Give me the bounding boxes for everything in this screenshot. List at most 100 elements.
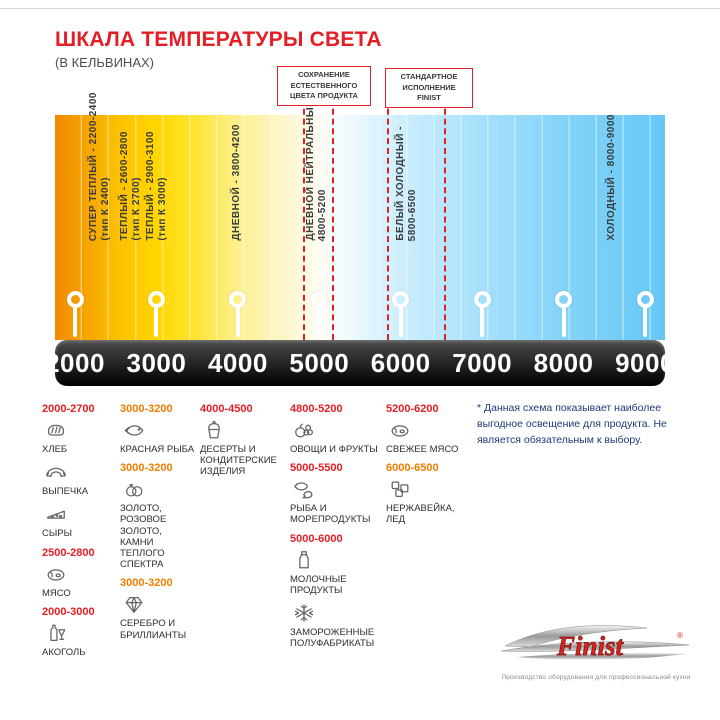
marker-stem: [154, 307, 159, 337]
scale-marker-5000: [310, 291, 328, 337]
dashed-guide-line-2: [332, 99, 334, 340]
category-item-label: ХЛЕБ: [42, 444, 68, 455]
category-item-label: МОЛОЧНЫЕ ПРОДУКТЫ: [290, 573, 347, 596]
marker-ring-icon: [555, 291, 573, 308]
callout-line: СОХРАНЕНИЕ: [298, 70, 350, 79]
range-label: 2000-3000: [42, 605, 95, 618]
frozen-icon: [290, 602, 390, 625]
scale-marker-8000: [555, 291, 573, 337]
category-item-label: НЕРЖАВЕЙКА, ЛЕД: [386, 503, 455, 526]
marker-ring-icon: [310, 291, 328, 308]
registered-mark: ®: [677, 631, 683, 640]
meat-icon: [386, 419, 472, 442]
zone-label-text: СУПЕР ТЕПЛЫЙ - 2200-2400: [88, 91, 99, 241]
page-title: ШКАЛА ТЕМПЕРАТУРЫ СВЕТА: [55, 28, 382, 51]
marker-ring-icon: [636, 291, 654, 308]
category-column-2: 3000-3200 КРАСНАЯ РЫБА 3000-3200 ЗОЛОТО, РО…: [120, 403, 198, 647]
fish-icon: [120, 419, 198, 442]
category-item: НЕРЖАВЕЙКА, ЛЕД: [386, 478, 472, 525]
category-item: ЗОЛОТО, РОЗОВОЕ ЗОЛОТО, КАМНИ ТЕПЛОГО СП…: [120, 478, 198, 570]
callout-line: ЕСТЕСТВЕННОГО: [290, 80, 358, 90]
rings-icon: [120, 478, 198, 501]
bread-icon: [42, 419, 118, 442]
marker-ring-icon: [392, 291, 410, 308]
kelvin-zone-label: СУПЕР ТЕПЛЫЙ - 2200-2400 (тип К 2400): [88, 92, 111, 241]
callout-line: ЦВЕТА ПРОДУКТА: [290, 91, 358, 100]
category-item: МОЛОЧНЫЕ ПРОДУКТЫ: [290, 549, 390, 596]
scale-marker-4000: [229, 291, 247, 337]
brand-name: Finist: [556, 631, 625, 661]
category-item-label: ОВОЩИ И ФРУКТЫ: [290, 444, 378, 455]
category-item: СЫРЫ: [42, 503, 118, 539]
page-subtitle: (В КЕЛЬВИНАХ): [55, 55, 154, 70]
category-item-label: ДЕСЕРТЫ И КОНДИТЕРСКИЕ ИЗДЕЛИЯ: [200, 444, 277, 478]
kelvin-zone-label: ДНЕВНОЙ НЕЙТРАЛЬНЫЙ -4800-5200: [305, 92, 328, 241]
category-item: РЫБА И МОРЕПРОДУКТЫ: [290, 478, 390, 525]
seafood-icon: [290, 478, 390, 501]
marker-ring-icon: [66, 291, 84, 308]
category-item-label: КРАСНАЯ РЫБА: [120, 444, 195, 455]
category-item-label: ЗОЛОТО, РОЗОВОЕ ЗОЛОТО, КАМНИ ТЕПЛОГО СП…: [120, 503, 167, 571]
axis-tick-8000: 8000: [533, 348, 594, 378]
zone-label-text: ДНЕВНОЙ НЕЙТРАЛЬНЫЙ -: [305, 92, 316, 241]
axis-tick-5000: 5000: [289, 348, 350, 378]
marker-stem: [235, 307, 240, 337]
category-item: ХЛЕБ: [42, 419, 118, 455]
axis-tick-3000: 3000: [126, 348, 187, 378]
category-item-label: СЫРЫ: [42, 528, 73, 540]
zone-label-subtext: (тип К 2700): [131, 177, 142, 241]
category-item-label: МЯСО: [42, 587, 71, 599]
range-label: 4800-5200: [290, 403, 343, 415]
axis-tick-7000: 7000: [452, 348, 513, 378]
zone-label-subtext: (тип К 2400): [100, 177, 111, 241]
range-label: 4000-4500: [200, 403, 253, 415]
top-divider: [0, 8, 720, 9]
temperature-gradient: СУПЕР ТЕПЛЫЙ - 2200-2400 (тип К 2400) ТЕПЛ…: [55, 92, 665, 340]
temperature-scale: СУПЕР ТЕПЛЫЙ - 2200-2400 (тип К 2400) ТЕПЛ…: [45, 92, 674, 386]
marker-ring-icon: [473, 291, 491, 308]
axis-tick-2000: 2000: [45, 348, 105, 378]
finist-wings-icon: Finist ®: [500, 625, 690, 661]
category-item-label: РЫБА И МОРЕПРОДУКТЫ: [290, 503, 371, 526]
kelvin-axis: 2000 3000 4000 5000 6000 7000 8000 9000: [45, 340, 674, 386]
category-item: АКОГОЛЬ: [42, 622, 118, 658]
zone-label-text: ТЕПЛЫЙ - 2600-2800: [119, 131, 130, 241]
zone-label-subtext: 4800-5200: [317, 188, 328, 241]
scale-marker-9000: [636, 291, 654, 337]
category-item: СЕРЕБРО И БРИЛЛИАНТЫ: [120, 593, 198, 641]
marker-stem: [73, 307, 77, 337]
cheese-icon: [42, 503, 118, 526]
range-label: 5000-6000: [290, 532, 343, 545]
brand-logo: Finist ® Производство оборудования для п…: [497, 620, 695, 681]
zone-label-subtext: (тип К 3000): [157, 177, 168, 241]
category-item: СВЕЖЕЕ МЯСО: [386, 419, 472, 455]
category-item-label: ЗАМОРОЖЕННЫЕ ПОЛУФАБРИКАТЫ: [290, 627, 375, 650]
range-label: 3000-3200: [120, 577, 173, 590]
scale-marker-6000: [392, 291, 410, 337]
diamond-icon: [120, 593, 198, 616]
category-item: ОВОЩИ И ФРУКТЫ: [290, 419, 390, 455]
category-item: КРАСНАЯ РЫБА: [120, 419, 198, 455]
category-item-label: ВЫПЕЧКА: [42, 486, 89, 498]
scale-marker-7000: [473, 291, 491, 337]
range-label: 2500-2800: [42, 546, 95, 559]
callout-finist-standard: СТАНДАРТНОЕ ИСПОЛНЕНИЕ FINIST: [385, 68, 473, 108]
marker-stem: [398, 307, 403, 337]
milk-icon: [290, 549, 390, 572]
axis-tick-4000: 4000: [207, 348, 268, 378]
kelvin-zone-label: ТЕПЛЫЙ - 2900-3100 (тип К 3000): [145, 131, 168, 241]
marker-stem: [317, 307, 322, 337]
range-label: 5000-5500: [290, 462, 343, 475]
category-column-5: 5200-6200 СВЕЖЕЕ МЯСО 6000-6500 НЕРЖАВЕЙКА,…: [386, 403, 472, 532]
marker-stem: [561, 307, 566, 337]
zone-label-text: ХОЛОДНЫЙ - 8000-9000: [606, 114, 617, 241]
category-item: ВЫПЕЧКА: [42, 461, 118, 497]
footnote: * Данная схема показывает наиболее выгод…: [477, 402, 667, 446]
range-label: 3000-3200: [120, 462, 173, 475]
croissant-icon: [42, 461, 118, 484]
zone-label-text: ТЕПЛЫЙ - 2900-3100: [145, 131, 156, 241]
ice-icon: [386, 478, 472, 501]
scale-marker-3000: [147, 291, 165, 337]
zone-label-text: БЕЛЫЙ ХОЛОДНЫЙ -: [395, 126, 406, 241]
kelvin-zone-label: БЕЛЫЙ ХОЛОДНЫЙ -5800-6500: [395, 126, 418, 241]
